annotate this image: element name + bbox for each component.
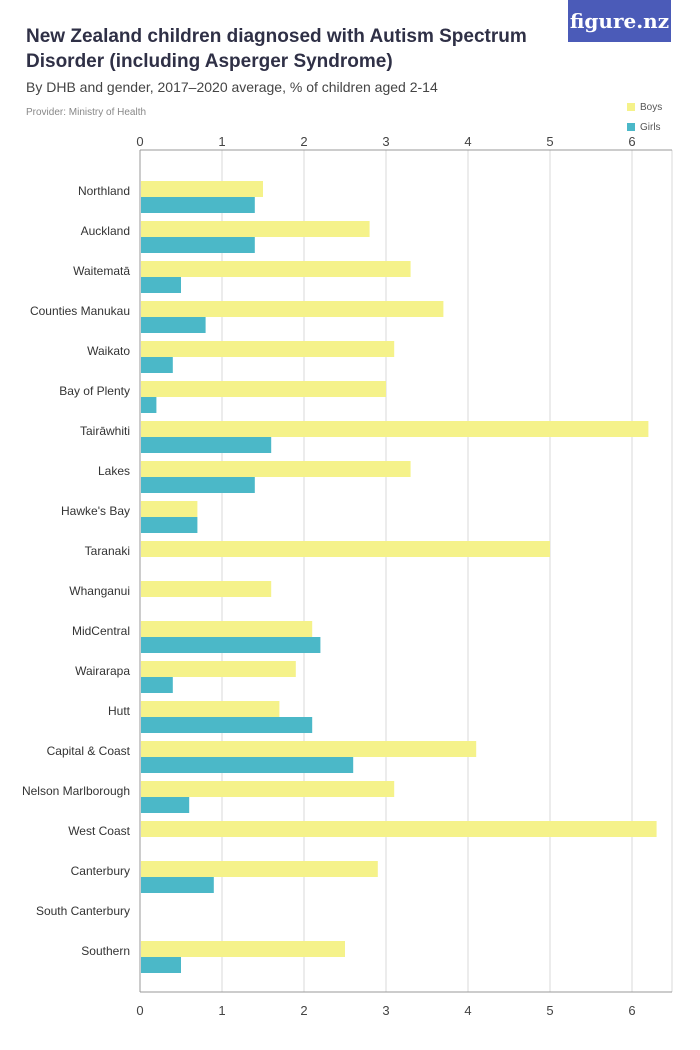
bar-boys	[141, 861, 378, 877]
data-provider: Provider: Ministry of Health	[26, 107, 147, 118]
bar-boys	[141, 661, 296, 677]
x-tick-label-top: 0	[136, 134, 143, 149]
x-tick-label-top: 2	[300, 134, 307, 149]
bar-girls	[141, 437, 272, 453]
figure-nz-logo[interactable]: figure.nz	[568, 0, 671, 42]
x-tick-label-top: 1	[218, 134, 225, 149]
category-label: Wairarapa	[75, 664, 130, 678]
bar-girls	[141, 477, 255, 493]
bar-boys	[141, 301, 444, 317]
category-label: West Coast	[68, 824, 130, 838]
category-label: Hutt	[108, 704, 131, 718]
bar-girls	[141, 397, 157, 413]
bar-girls	[141, 797, 190, 813]
bar-girls	[141, 277, 181, 293]
category-label: Canterbury	[71, 864, 130, 878]
legend-item-boys: Boys	[627, 97, 662, 117]
category-label: Waikato	[87, 344, 130, 358]
bar-girls	[141, 877, 214, 893]
legend: Boys Girls	[627, 97, 662, 137]
x-tick-label-bottom: 1	[218, 1003, 225, 1018]
legend-label-boys: Boys	[640, 101, 663, 113]
bar-boys	[141, 221, 370, 237]
bar-boys	[141, 541, 550, 557]
category-label: Whanganui	[69, 584, 130, 598]
x-tick-label-top: 3	[382, 134, 389, 149]
category-label: MidCentral	[72, 624, 130, 638]
bar-girls	[141, 677, 173, 693]
bar-boys	[141, 341, 395, 357]
bar-girls	[141, 357, 173, 373]
bar-boys	[141, 741, 477, 757]
category-label: South Canterbury	[36, 904, 130, 918]
bar-girls	[141, 757, 354, 773]
bar-boys	[141, 381, 386, 397]
x-tick-label-bottom: 0	[136, 1003, 143, 1018]
x-tick-label-bottom: 3	[382, 1003, 389, 1018]
category-label: Taranaki	[85, 544, 130, 558]
category-label: Bay of Plenty	[59, 384, 130, 398]
bar-boys	[141, 501, 198, 517]
category-label: Auckland	[81, 224, 130, 238]
bar-boys	[141, 781, 395, 797]
category-label: Southern	[81, 944, 130, 958]
bar-boys	[141, 581, 272, 597]
bar-girls	[141, 237, 255, 253]
bar-girls	[141, 517, 198, 533]
x-tick-label-top: 5	[546, 134, 553, 149]
bar-boys	[141, 421, 649, 437]
x-tick-label-bottom: 6	[628, 1003, 635, 1018]
legend-label-girls: Girls	[640, 121, 661, 133]
category-label: Hawke's Bay	[61, 504, 130, 518]
bar-boys	[141, 621, 313, 637]
chart-subtitle: By DHB and gender, 2017–2020 average, % …	[26, 79, 438, 95]
category-label: Northland	[78, 184, 130, 198]
x-tick-label-top: 6	[628, 134, 635, 149]
chart-title: New Zealand children diagnosed with Auti…	[26, 26, 527, 72]
category-label: Lakes	[98, 464, 130, 478]
bar-girls	[141, 197, 255, 213]
legend-item-girls: Girls	[627, 117, 662, 137]
bar-boys	[141, 461, 411, 477]
bar-boys	[141, 821, 657, 837]
category-label: Counties Manukau	[30, 304, 130, 318]
bar-girls	[141, 717, 313, 733]
x-tick-label-bottom: 2	[300, 1003, 307, 1018]
x-tick-label-bottom: 4	[464, 1003, 471, 1018]
x-tick-label-bottom: 5	[546, 1003, 553, 1018]
category-label: Capital & Coast	[47, 744, 131, 758]
bar-boys	[141, 261, 411, 277]
category-label: Tairāwhiti	[80, 424, 130, 438]
bar-boys	[141, 941, 345, 957]
bar-boys	[141, 181, 263, 197]
category-label: Nelson Marlborough	[22, 784, 130, 798]
bar-girls	[141, 957, 181, 973]
bar-girls	[141, 317, 206, 333]
legend-swatch-girls	[627, 123, 635, 131]
bar-boys	[141, 701, 280, 717]
bar-girls	[141, 637, 321, 653]
legend-swatch-boys	[627, 103, 635, 111]
category-label: Waitematā	[73, 264, 130, 278]
x-tick-label-top: 4	[464, 134, 471, 149]
